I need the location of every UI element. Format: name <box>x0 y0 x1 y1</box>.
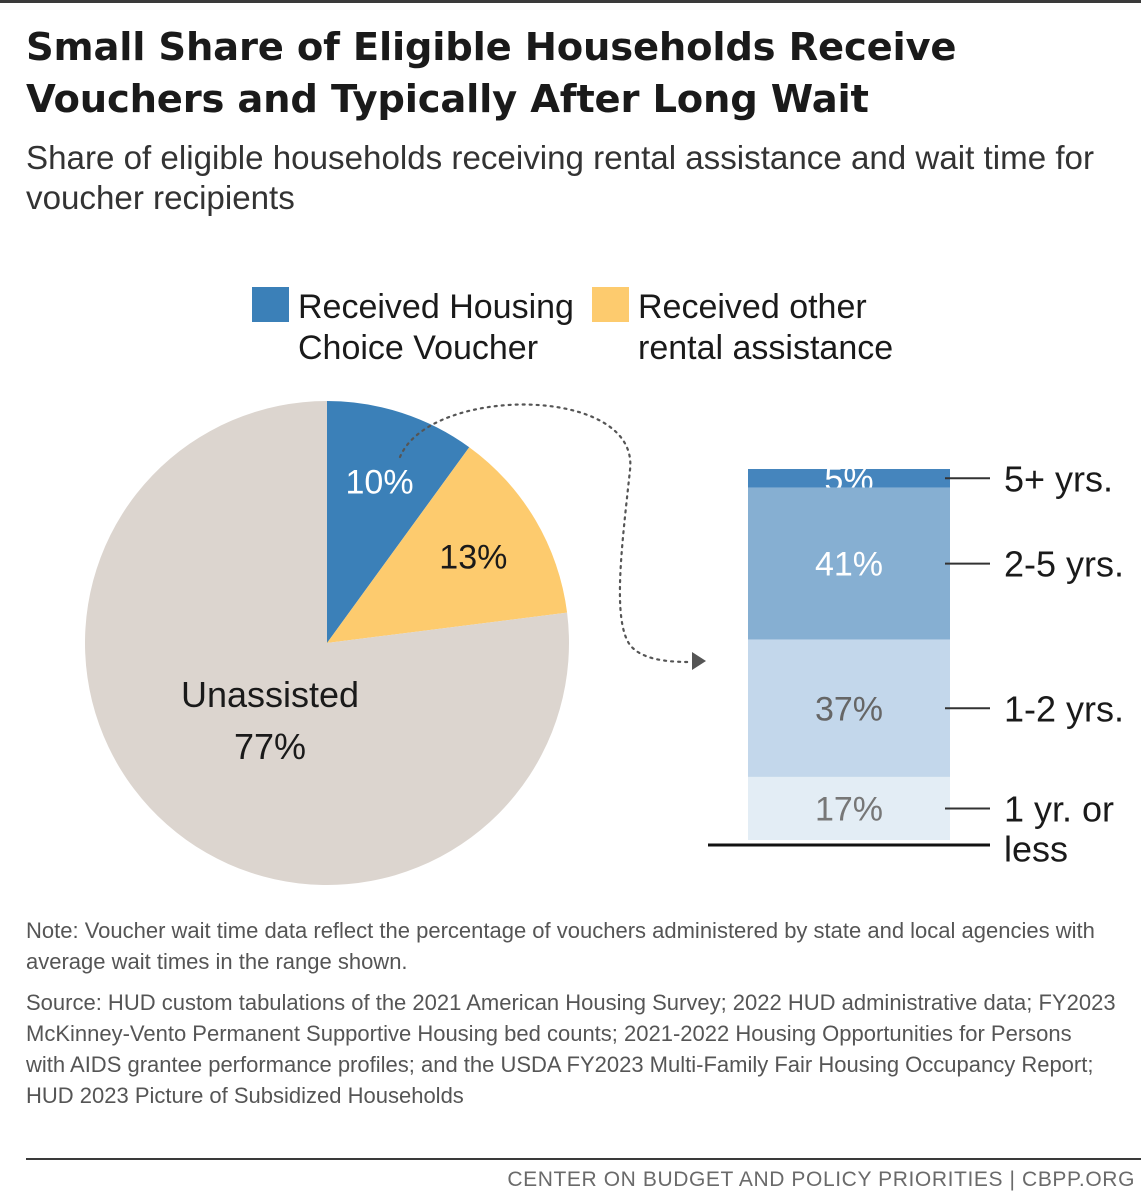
bar-segment-label-4: 17% <box>815 790 883 828</box>
bottom-rule <box>26 1158 1141 1160</box>
top-rule <box>0 0 1141 3</box>
pie-slice-unassisted <box>84 401 569 885</box>
chart-title-line-1: Small Share of Eligible Households Recei… <box>26 25 957 70</box>
pie-label-value-2: 13% <box>439 538 507 576</box>
chart-title: Small Share of Eligible Households Recei… <box>26 22 1126 126</box>
category-label-1: 5+ yrs. <box>1004 458 1113 499</box>
pie-slice-received-housing-choice-voucher <box>327 401 470 643</box>
notes-block: Note: Voucher wait time data reflect the… <box>26 915 1116 1121</box>
pie-label-value-1: 10% <box>346 463 414 501</box>
legend-swatch-1 <box>252 287 289 322</box>
legend-label-2-line-2: rental assistance <box>638 329 893 367</box>
chart-subtitle: Share of eligible households receiving r… <box>26 138 1130 218</box>
legend-swatch-2 <box>592 287 629 322</box>
category-label-4-line-2: less <box>1004 828 1068 869</box>
chart-subtitle-line-2: voucher recipients <box>26 179 295 216</box>
chart-note: Note: Voucher wait time data reflect the… <box>26 918 1095 974</box>
legend-label-2-line-1: Received other <box>638 288 867 326</box>
category-label-3: 1-2 yrs. <box>1004 688 1124 729</box>
legend-label-1-line-2: Choice Voucher <box>298 329 538 367</box>
bar-segment-label-3: 37% <box>815 690 883 728</box>
connector-dotted-line <box>398 403 692 664</box>
bar-segment-2 <box>748 487 950 640</box>
connector-arrowhead <box>692 652 706 670</box>
bar-segment-3 <box>748 639 950 777</box>
category-label-4-line-1: 1 yr. or <box>1004 788 1114 829</box>
pie-slice-received-other-rental-assistance <box>327 447 568 643</box>
chart-subtitle-line-1: Share of eligible households receiving r… <box>26 139 1094 176</box>
chart-source: Source: HUD custom tabulations of the 20… <box>26 990 1116 1108</box>
footer-credit: CENTER ON BUDGET AND POLICY PRIORITIES |… <box>507 1168 1135 1191</box>
pie-label-name-3: Unassisted <box>181 674 359 715</box>
category-label-2: 2-5 yrs. <box>1004 544 1124 585</box>
bar-segment-label-2: 41% <box>815 546 883 584</box>
legend-label-1-line-1: Received Housing <box>298 288 574 326</box>
bar-segment-4 <box>748 776 950 840</box>
pie-label-value-3: 77% <box>234 726 306 767</box>
chart-title-line-2: Vouchers and Typically After Long Wait <box>26 77 869 122</box>
bar-segment-1 <box>748 469 950 488</box>
